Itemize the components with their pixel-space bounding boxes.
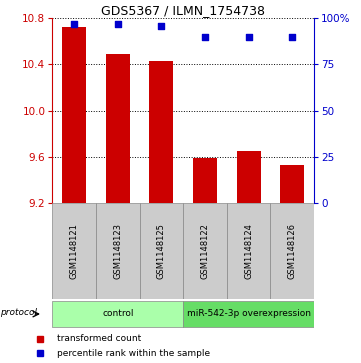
Bar (106, 54, 130, 203)
Bar (52, 203, 96, 299)
Text: transformed count: transformed count (57, 334, 141, 343)
Bar (183, 301, 314, 327)
Point (246, 34, 252, 40)
Text: control: control (102, 310, 134, 318)
Bar (140, 203, 183, 299)
Text: percentile rank within the sample: percentile rank within the sample (57, 349, 210, 358)
Bar (270, 203, 314, 299)
Bar (96, 203, 140, 299)
Point (158, 23, 164, 28)
Bar (227, 203, 270, 299)
Text: GSM1148125: GSM1148125 (157, 224, 166, 279)
Title: GDS5367 / ILMN_1754738: GDS5367 / ILMN_1754738 (101, 4, 265, 17)
Point (115, 21, 121, 26)
Text: GSM1148123: GSM1148123 (113, 223, 122, 280)
Text: GSM1148121: GSM1148121 (70, 224, 79, 279)
Text: miR-542-3p overexpression: miR-542-3p overexpression (187, 310, 310, 318)
Bar (52, 301, 183, 327)
Bar (193, 158, 217, 203)
Point (202, 34, 208, 40)
Bar (280, 165, 304, 203)
Bar (62, 28, 86, 203)
Text: GSM1148126: GSM1148126 (288, 223, 297, 280)
Text: protocol: protocol (0, 308, 37, 317)
Point (290, 34, 295, 40)
Bar (183, 203, 227, 299)
Text: GSM1148122: GSM1148122 (200, 224, 209, 279)
Bar (237, 151, 261, 203)
Text: GSM1148124: GSM1148124 (244, 224, 253, 279)
Bar (149, 61, 173, 203)
Point (71, 21, 77, 26)
